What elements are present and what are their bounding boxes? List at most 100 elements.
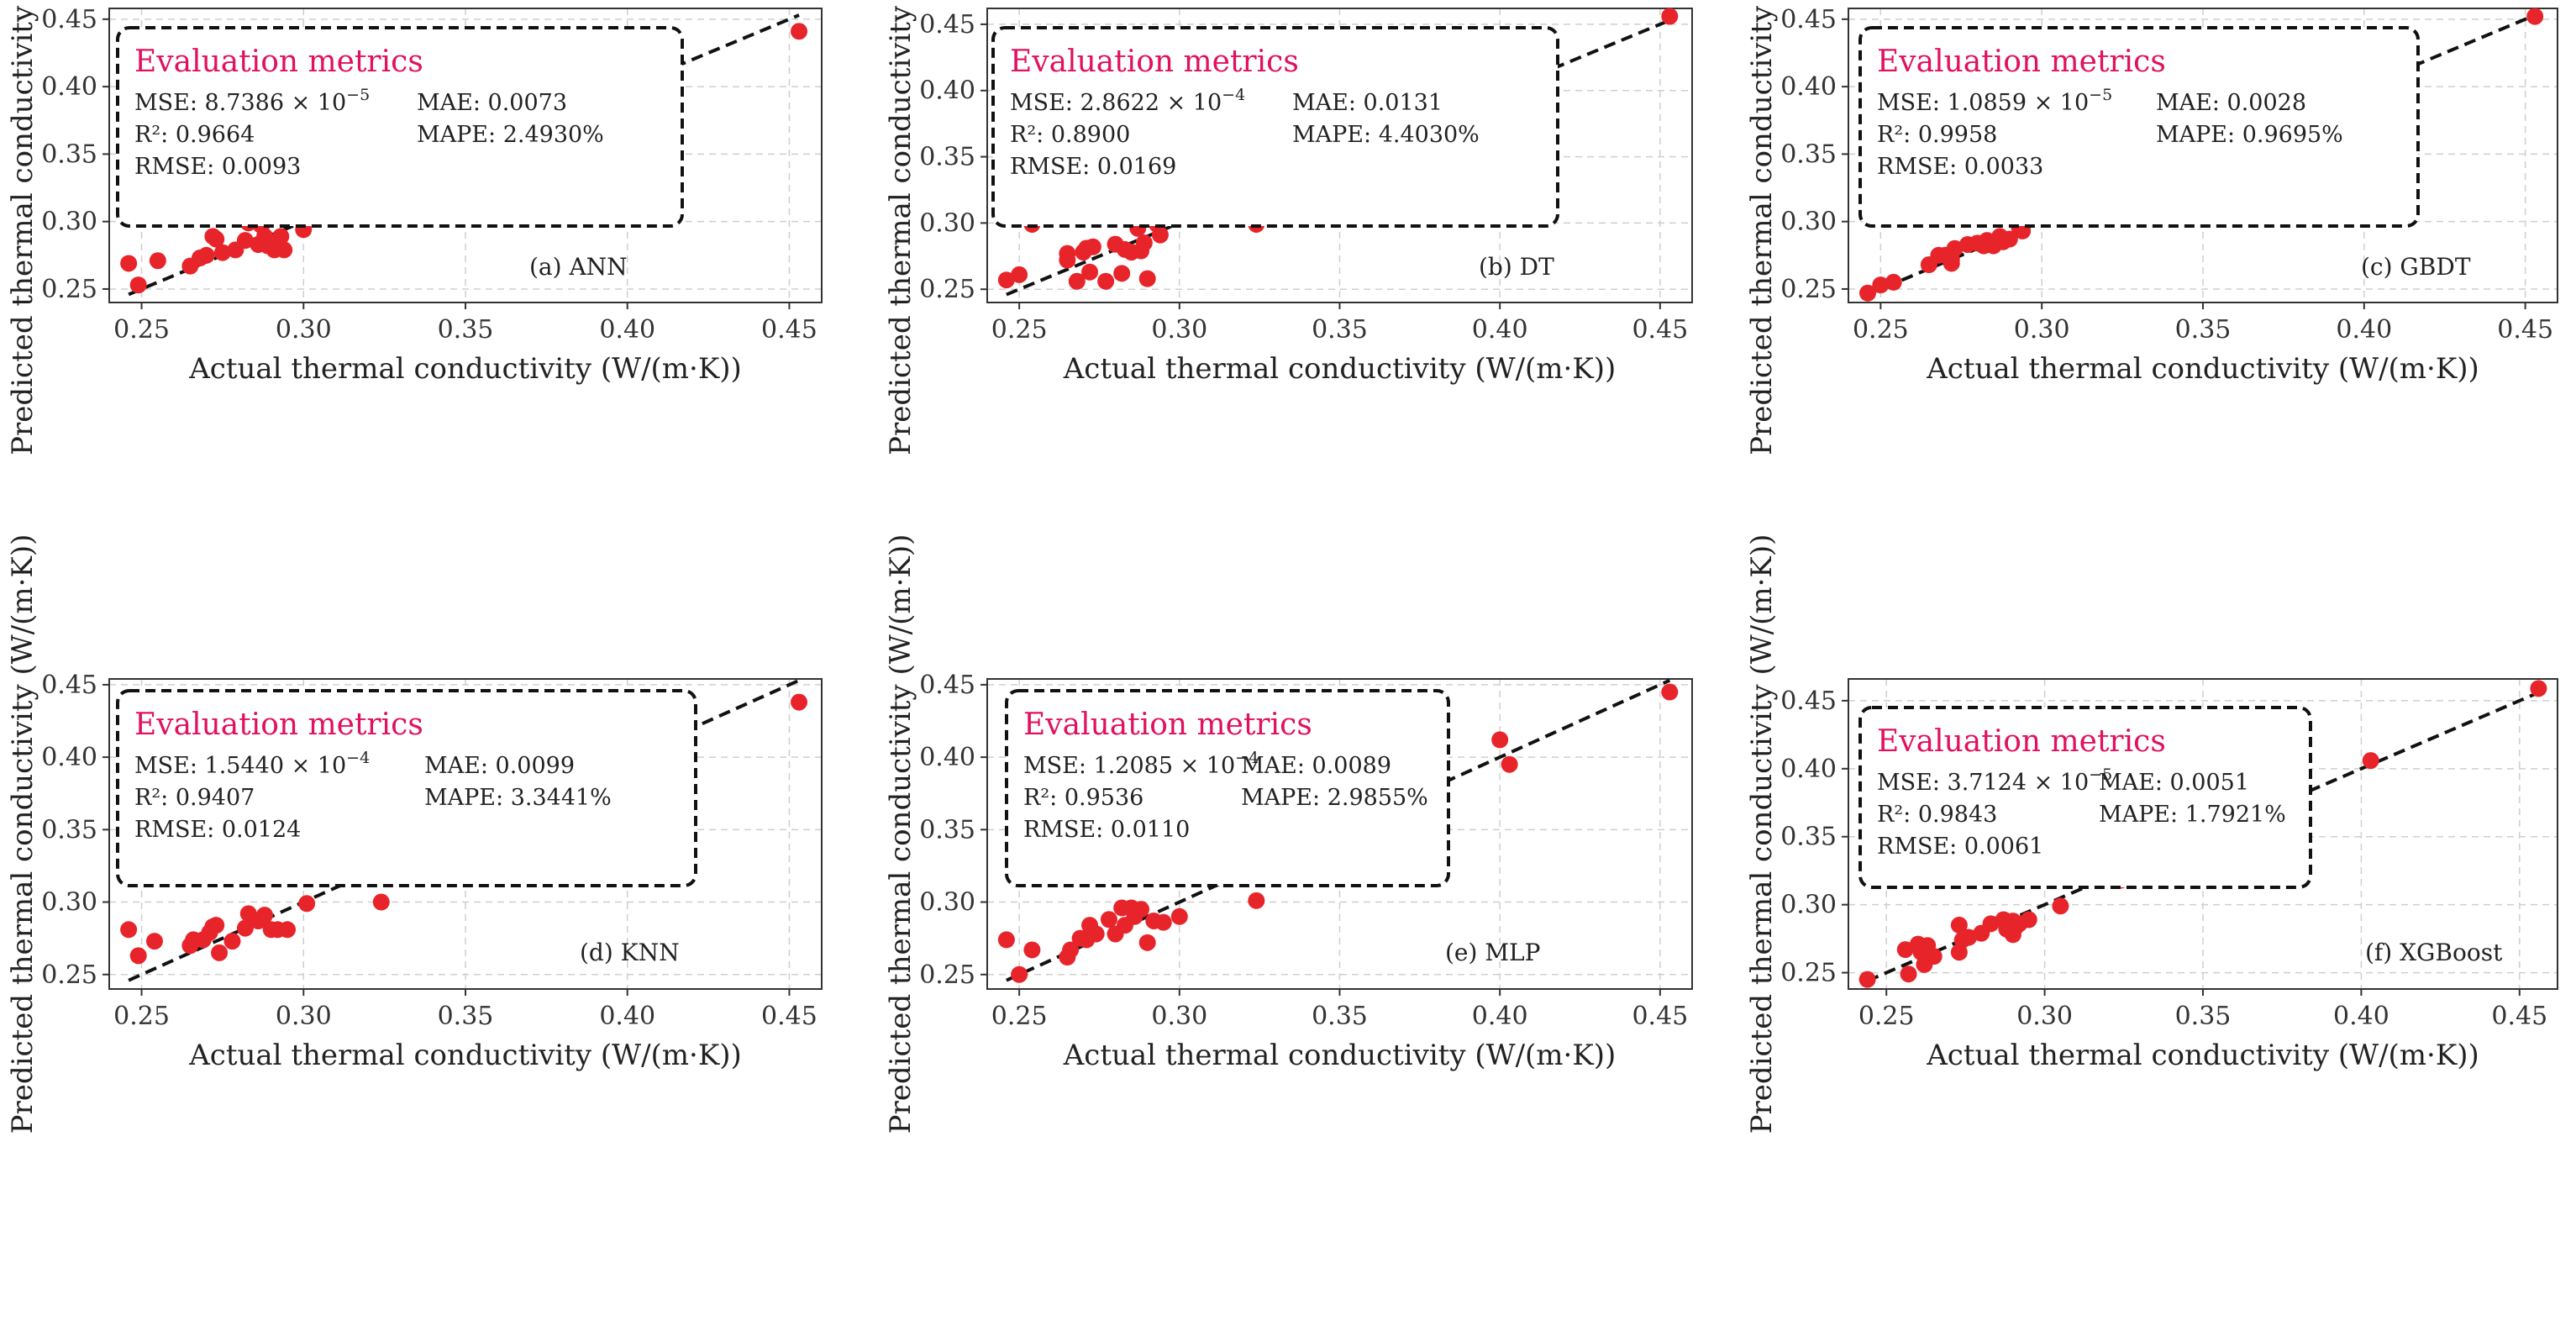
y-tick-label: 0.35: [919, 815, 975, 844]
metric-mse-exponent: −5: [346, 86, 370, 104]
x-tick-label: 0.40: [1472, 1002, 1528, 1031]
y-tick-label: 0.30: [1780, 891, 1837, 920]
data-point: [1248, 892, 1265, 909]
y-axis-label: Predicted thermal conductivity (W/(m·K)): [1745, 534, 1779, 1134]
x-tick-label: 0.40: [2336, 315, 2392, 345]
data-point: [1170, 908, 1188, 925]
data-point: [129, 276, 147, 294]
data-point: [208, 230, 225, 248]
x-tick-label: 0.25: [991, 1002, 1048, 1031]
subplot-b: 0.25 0.30 0.35 0.40 0.45 0.25 0.30 0.35 0.40 0.45…: [884, 0, 1693, 455]
y-tick-label: 0.40: [919, 76, 975, 106]
y-tick-label: 0.40: [1780, 72, 1837, 102]
metrics-title: Evaluation metrics: [1023, 708, 1312, 742]
metrics-box: [1005, 689, 1450, 887]
y-tick-label: 0.45: [1780, 687, 1837, 716]
metrics-box: [991, 26, 1559, 228]
x-tick-label: 0.45: [2497, 315, 2553, 345]
data-point: [120, 921, 138, 939]
x-tick-label: 0.45: [761, 315, 817, 345]
data-point: [1858, 971, 1876, 988]
data-point: [298, 895, 316, 913]
metric-mae: MAE: 0.0099: [424, 753, 575, 779]
x-tick-label: 0.40: [599, 315, 655, 345]
metric-mae: MAE: 0.0073: [417, 90, 567, 116]
data-point: [1872, 276, 1890, 294]
data-point: [1900, 965, 1917, 983]
metric-mae: MAE: 0.0131: [1292, 90, 1443, 116]
data-point: [1081, 263, 1099, 281]
panel-title: (e) MLP: [1445, 939, 1540, 966]
y-tick-label: 0.30: [41, 208, 97, 237]
data-point: [279, 921, 296, 939]
y-axis-label: Predicted thermal conductivity (W/(m·K)): [884, 0, 917, 455]
data-point: [1135, 234, 1153, 252]
metric-rmse: RMSE: 0.0110: [1023, 817, 1190, 843]
y-tick-label: 0.30: [919, 888, 975, 918]
data-point: [129, 947, 147, 965]
x-tick-label: 0.35: [1312, 1002, 1368, 1031]
y-axis-label: Predicted thermal conductivity (W/(m·K)): [6, 534, 39, 1134]
data-point: [1151, 226, 1169, 244]
data-point: [1661, 683, 1679, 701]
metric-r2: R²: 0.9958: [1877, 122, 1997, 148]
x-tick-label: 0.25: [1858, 1002, 1915, 1031]
metric-mae: MAE: 0.0028: [2156, 90, 2306, 116]
data-point: [1138, 270, 1156, 287]
y-tick-label: 0.30: [919, 208, 975, 238]
x-tick-label: 0.35: [2175, 1002, 2232, 1031]
data-point: [223, 933, 241, 950]
x-tick-label: 0.30: [276, 315, 332, 345]
x-axis-label: Actual thermal conductivity (W/(m·K)): [188, 1039, 742, 1072]
data-point: [236, 232, 254, 250]
data-point: [2020, 911, 2037, 929]
plot-frame: [108, 678, 823, 990]
x-tick-label: 0.45: [761, 1002, 817, 1031]
data-point: [213, 244, 231, 261]
metric-mae: MAE: 0.0089: [1241, 753, 1391, 779]
x-tick-label: 0.40: [2333, 1002, 2389, 1031]
x-tick-label: 0.25: [991, 315, 1048, 345]
metric-r2: R²: 0.9843: [1877, 802, 1997, 828]
data-point: [1946, 239, 1964, 257]
y-tick-label: 0.25: [919, 275, 975, 304]
y-tick-label: 0.45: [919, 671, 975, 700]
metric-mse: MSE: 8.7386 × 10−5: [134, 86, 370, 116]
data-point: [211, 944, 229, 961]
y-tick-label: 0.40: [919, 743, 975, 772]
metric-rmse: RMSE: 0.0093: [134, 154, 301, 180]
y-axis-label: Predicted thermal conductivity (W/(m·K)): [884, 534, 917, 1134]
x-tick-label: 0.45: [1632, 1002, 1688, 1031]
x-tick-label: 0.35: [438, 315, 494, 345]
x-axis-label: Actual thermal conductivity (W/(m·K)): [1926, 1039, 2479, 1072]
panel-title: (a) ANN: [529, 253, 628, 281]
metric-mse: MSE: 1.0859 × 10−5: [1877, 86, 2112, 116]
data-point: [1011, 266, 1028, 283]
data-point: [997, 271, 1015, 289]
metric-mse: MSE: 2.8622 × 10−4: [1010, 86, 1245, 116]
data-point: [1960, 929, 1978, 946]
y-tick-label: 0.40: [1780, 755, 1837, 784]
metrics-title: Evaluation metrics: [1877, 45, 2166, 79]
metric-r2: R²: 0.9536: [1023, 785, 1143, 811]
metrics-box: [116, 26, 684, 228]
data-point: [2000, 230, 2018, 248]
x-tick-label: 0.25: [113, 1002, 170, 1031]
x-tick-label: 0.30: [1151, 1002, 1207, 1031]
y-tick-label: 0.25: [1780, 959, 1837, 988]
plot-frame: [1848, 678, 2558, 990]
subplot-c: 0.25 0.30 0.35 0.40 0.45 0.25 0.30 0.35 0.40 0.45…: [1745, 0, 2558, 455]
x-axis-label: Actual thermal conductivity (W/(m·K)): [1063, 1039, 1617, 1072]
x-tick-label: 0.40: [599, 1002, 655, 1031]
y-tick-label: 0.30: [41, 888, 97, 918]
metric-mape: MAPE: 4.4030%: [1292, 122, 1480, 148]
x-tick-label: 0.30: [2014, 315, 2070, 345]
data-point: [236, 919, 254, 937]
data-point: [1982, 915, 2000, 933]
x-tick-label: 0.40: [1472, 315, 1528, 345]
y-tick-label: 0.35: [1780, 139, 1837, 169]
data-point: [2530, 680, 2547, 697]
y-axis-label: Predicted thermal conductivity (W/(m·K)): [1745, 0, 1779, 455]
data-point: [120, 255, 138, 272]
data-point: [1011, 965, 1028, 983]
